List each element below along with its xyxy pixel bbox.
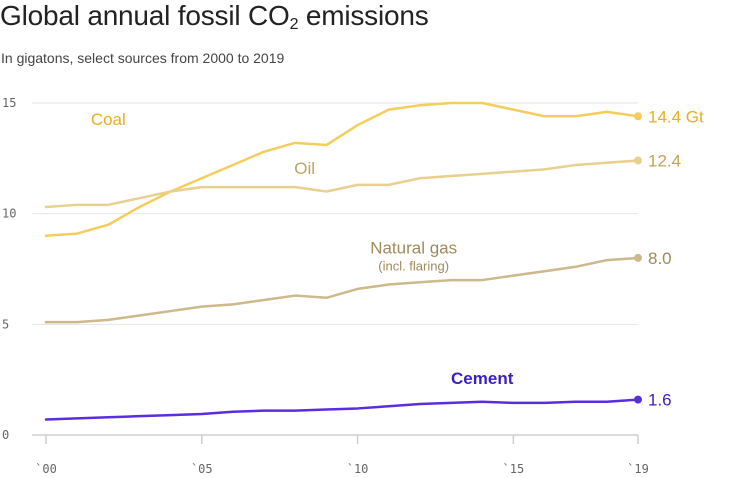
series-label: Natural gas: [370, 239, 457, 258]
series-label: Coal: [91, 110, 126, 129]
chart-title-subscript: 2: [289, 16, 299, 33]
series-end-label: 14.4 Gt: [648, 107, 704, 126]
y-tick-label: 15: [2, 96, 16, 110]
chart-title-main: Global annual fossil CO: [0, 0, 290, 31]
series-end-label: 8.0: [648, 249, 672, 268]
y-tick-label: 0: [2, 428, 9, 442]
series-end-point: [634, 112, 642, 121]
x-tick-label: `19: [627, 462, 649, 476]
chart-title: Global annual fossil CO2 emissions: [0, 0, 429, 34]
series-line-natural-gas: [44, 256, 640, 324]
series-label: Cement: [451, 369, 514, 388]
series-end-point: [634, 395, 642, 404]
series-end-point: [634, 156, 642, 165]
series-end-label: 1.6: [648, 391, 672, 410]
series-sublabel: (incl. flaring): [378, 259, 449, 274]
y-tick-label: 5: [2, 317, 9, 331]
x-tick-label: `10: [347, 462, 369, 476]
y-tick-label: 10: [2, 207, 16, 221]
series-end-label: 12.4: [648, 152, 681, 171]
x-tick-label: `15: [503, 462, 525, 476]
x-tick-label: `00: [35, 462, 57, 476]
x-tick-label: `05: [191, 462, 213, 476]
series-label: Oil: [294, 159, 315, 178]
series-line-coal: [44, 101, 640, 238]
chart-subtitle: In gigatons, select sources from 2000 to…: [1, 50, 285, 66]
series-end-point: [634, 253, 642, 262]
series-line-cement: [44, 398, 640, 421]
chart-title-tail: emissions: [298, 0, 429, 31]
series-line-oil: [44, 159, 640, 209]
